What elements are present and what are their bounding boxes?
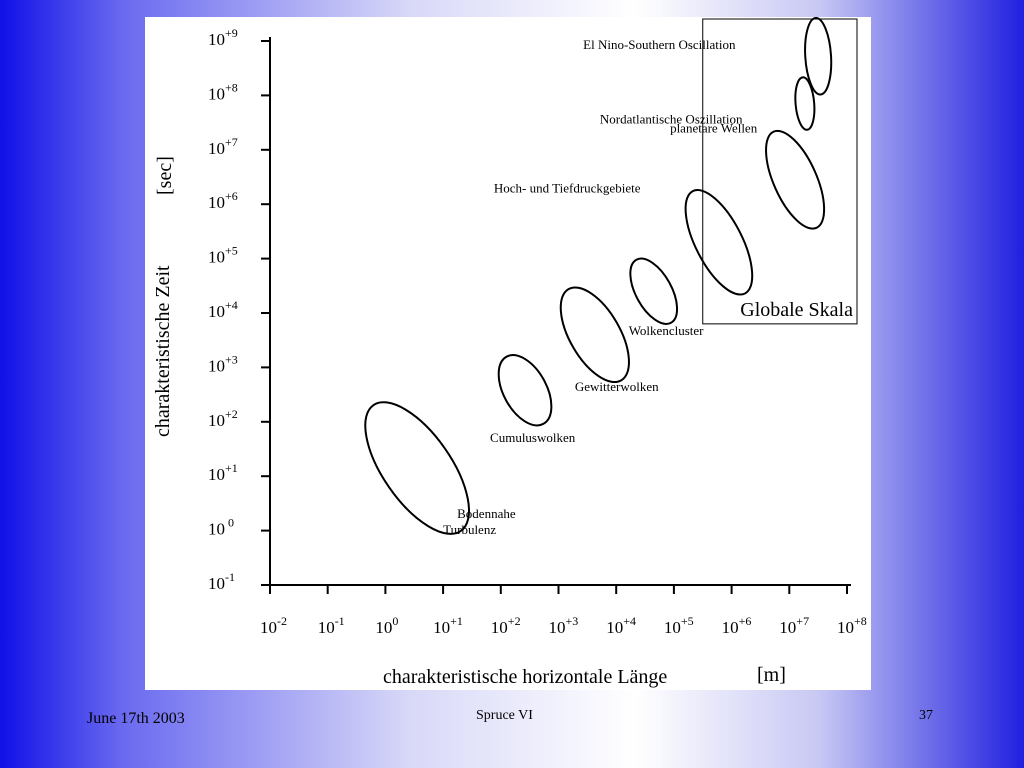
tick-label-base: 10 [208,139,225,158]
tick-label-exponent: +1 [450,614,463,628]
x-tick-label: 10+6 [722,614,752,637]
tick-label-base: 10 [433,618,450,637]
y-tick-label: 10 0 [208,516,234,539]
x-tick-label: 10+3 [549,614,579,637]
x-tick-label: 10+1 [433,614,463,637]
y-tick-label: 10-1 [208,570,235,593]
region-ellipse [765,129,826,230]
x-tick-label: 100 [375,614,398,637]
footer-page-number: 37 [919,708,933,723]
axes [269,37,851,586]
region-ellipse [364,401,470,535]
tick-label-exponent: -1 [335,614,345,628]
region-label: Turbulenz [443,522,496,537]
x-tick-label: 10+4 [606,614,636,637]
x-axis-unit: [m] [757,664,786,686]
region-label: Nordatlantische Oszillation [600,112,743,127]
tick-label-exponent: 0 [392,614,398,628]
y-tick-label: 10+5 [208,244,238,267]
tick-label-exponent: +5 [225,244,238,258]
tick-label-exponent: -2 [277,614,287,628]
tick-marks: 10-2 10-1 100 10+1 10+2 10+3 10+4 10+5 10+6 10+7 1… [208,26,867,637]
y-tick-label: 10+3 [208,352,238,375]
x-tick-label: 10-1 [318,614,345,637]
x-axis-title: charakteristische horizontale Länge [383,666,667,688]
region-ellipse [559,286,630,384]
y-tick-label: 10+1 [208,461,238,484]
tick-label-base: 10 [606,618,623,637]
tick-label-base: 10 [208,574,225,593]
tick-label-base: 10 [208,248,225,267]
tick-label-base: 10 [208,465,225,484]
tick-label-base: 10 [208,30,225,49]
tick-label-base: 10 [318,618,335,637]
region-label: planetare Wellen [670,121,758,136]
x-tick-label: 10+5 [664,614,694,637]
tick-label-base: 10 [208,411,225,430]
y-tick-label: 10+2 [208,407,238,430]
y-axis-title: charakteristische Zeit [152,265,174,437]
global-scale-label: Globale Skala [740,299,853,321]
tick-label-exponent: +6 [739,614,752,628]
tick-label-exponent: +6 [225,189,238,203]
region-ellipse [684,189,754,296]
tick-label-base: 10 [208,356,225,375]
tick-label-exponent: -1 [225,570,235,584]
tick-label-exponent: +8 [854,614,867,628]
tick-label-exponent: +3 [566,614,579,628]
region-label: Gewitterwolken [575,379,659,394]
region-ellipse [497,354,553,427]
tick-label-exponent: +2 [225,407,238,421]
tick-label-base: 10 [375,618,392,637]
region-ellipse [794,76,816,131]
region-ellipse [804,17,833,96]
y-tick-label: 10+9 [208,26,238,49]
tick-label-exponent: +5 [681,614,694,628]
axis-labels: charakteristische horizontale Länge [m] ch… [152,156,786,688]
region-ellipse [629,257,679,325]
log-log-scale-chart: 10-2 10-1 100 10+1 10+2 10+3 10+4 10+5 10+6 10+7 1… [152,17,867,688]
tick-label-exponent: +3 [225,352,238,366]
x-tick-label: 10+8 [837,614,867,637]
tick-label-exponent: +4 [623,614,636,628]
region-label: Hoch- und Tiefdruckgebiete [494,180,641,195]
tick-label-base: 10 [722,618,739,637]
tick-label-base: 10 [208,302,225,321]
region-label: Wolkencluster [629,323,704,338]
x-tick-label: 10-2 [260,614,287,637]
y-tick-label: 10+6 [208,189,238,212]
footer-title: Spruce VI [476,708,533,723]
tick-label-base: 10 [837,618,854,637]
x-tick-label: 10+2 [491,614,521,637]
region-label: El Nino-Southern Oscillation [583,37,736,52]
tick-label-exponent: +7 [225,135,238,149]
tick-label-exponent: +7 [796,614,809,628]
global-scale-box [702,18,858,325]
tick-label-exponent: 0 [225,516,234,530]
tick-label-base: 10 [208,520,225,539]
footer-date: June 17th 2003 [87,710,185,727]
y-axis-unit: [sec] [154,156,176,195]
tick-label-base: 10 [208,193,225,212]
region-label: Bodennahe [457,506,516,521]
tick-label-exponent: +9 [225,26,238,40]
tick-label-base: 10 [260,618,277,637]
chart-panel: 10-2 10-1 100 10+1 10+2 10+3 10+4 10+5 10+6 10+7 1… [145,17,871,690]
tick-label-base: 10 [491,618,508,637]
tick-label-base: 10 [208,84,225,103]
tick-label-base: 10 [779,618,796,637]
tick-label-exponent: +1 [225,461,238,475]
tick-label-exponent: +8 [225,80,238,94]
y-tick-label: 10+4 [208,298,238,321]
y-tick-label: 10+7 [208,135,238,158]
y-tick-label: 10+8 [208,80,238,103]
x-tick-label: 10+7 [779,614,809,637]
tick-label-base: 10 [549,618,566,637]
tick-label-exponent: +2 [508,614,521,628]
tick-label-exponent: +4 [225,298,238,312]
tick-label-base: 10 [664,618,681,637]
region-label: Cumuluswolken [490,430,576,445]
